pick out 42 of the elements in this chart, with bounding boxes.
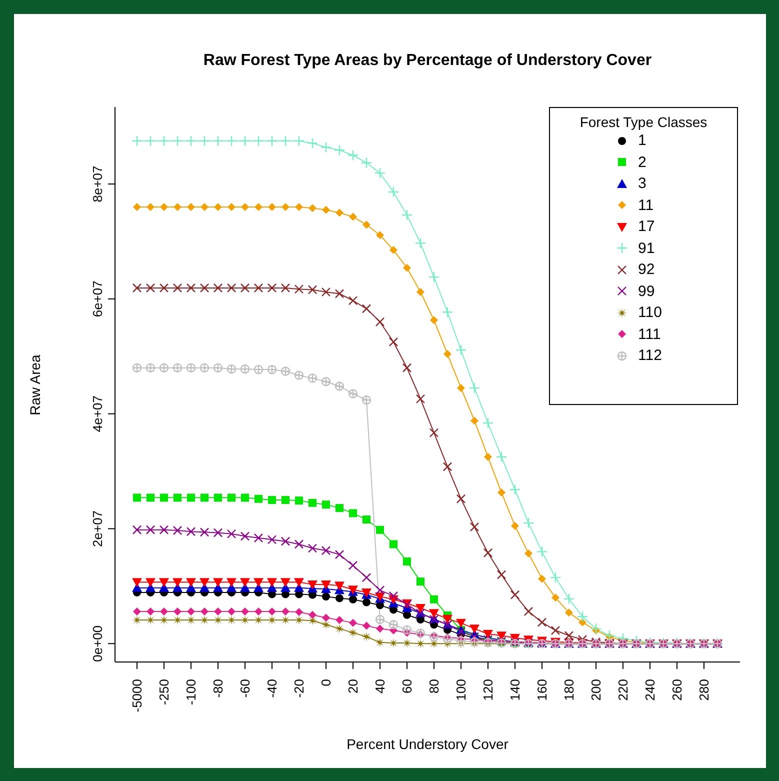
x-tick-label: 160	[534, 679, 550, 701]
x-tick-label: 260	[669, 679, 684, 701]
y-tick-label: 0e+00	[90, 625, 105, 662]
legend-label: 111	[638, 326, 661, 343]
y-tick-label: 4e+07	[90, 396, 105, 432]
y-axis-title: Raw Area	[27, 354, 43, 415]
x-tick-label: 180	[561, 679, 576, 701]
x-tick-label: 240	[642, 679, 658, 701]
y-tick-label: 2e+07	[90, 510, 105, 547]
x-tick-label: 80	[426, 679, 442, 694]
legend-label: 99	[638, 282, 655, 300]
x-tick-label: -100	[184, 679, 198, 706]
x-tick-label: 60	[399, 679, 414, 694]
x-tick-label: 200	[588, 679, 604, 701]
legend-label: 2	[638, 154, 646, 171]
legend-title: Forest Type Classes	[578, 114, 708, 130]
legend-label: 110	[638, 304, 662, 322]
x-tick-label: 280	[696, 679, 712, 701]
x-tick-label: -20	[291, 679, 306, 698]
y-tick-label: 8e+07	[90, 166, 105, 202]
x-tick-label: 40	[372, 679, 388, 694]
x-tick-label: -80	[210, 679, 226, 698]
x-axis-title: Percent Understory Cover	[346, 736, 510, 752]
chart-title: Raw Forest Type Areas by Percentage of Understory Cover	[202, 52, 653, 70]
x-tick-label: -5000	[130, 679, 145, 712]
legend-label: 3	[638, 175, 646, 192]
legend-label: 92	[638, 261, 655, 278]
x-tick-label: 100	[453, 679, 468, 701]
legend-label: 112	[638, 347, 662, 364]
x-tick-label: 120	[480, 679, 496, 701]
legend-label: 91	[638, 240, 655, 257]
x-tick-label: -60	[237, 679, 252, 698]
legend-label: 11	[638, 196, 654, 214]
y-tick-label: 6e+07	[90, 280, 105, 318]
legend-label: 17	[638, 218, 655, 236]
x-tick-label: 140	[507, 679, 522, 701]
x-tick-label: 20	[345, 679, 360, 694]
legend-label: 1	[638, 132, 646, 150]
x-tick-label: -250	[156, 679, 172, 706]
x-tick-label: 220	[615, 679, 630, 701]
x-tick-label: -40	[264, 679, 280, 698]
x-tick-label: 0	[318, 679, 334, 686]
